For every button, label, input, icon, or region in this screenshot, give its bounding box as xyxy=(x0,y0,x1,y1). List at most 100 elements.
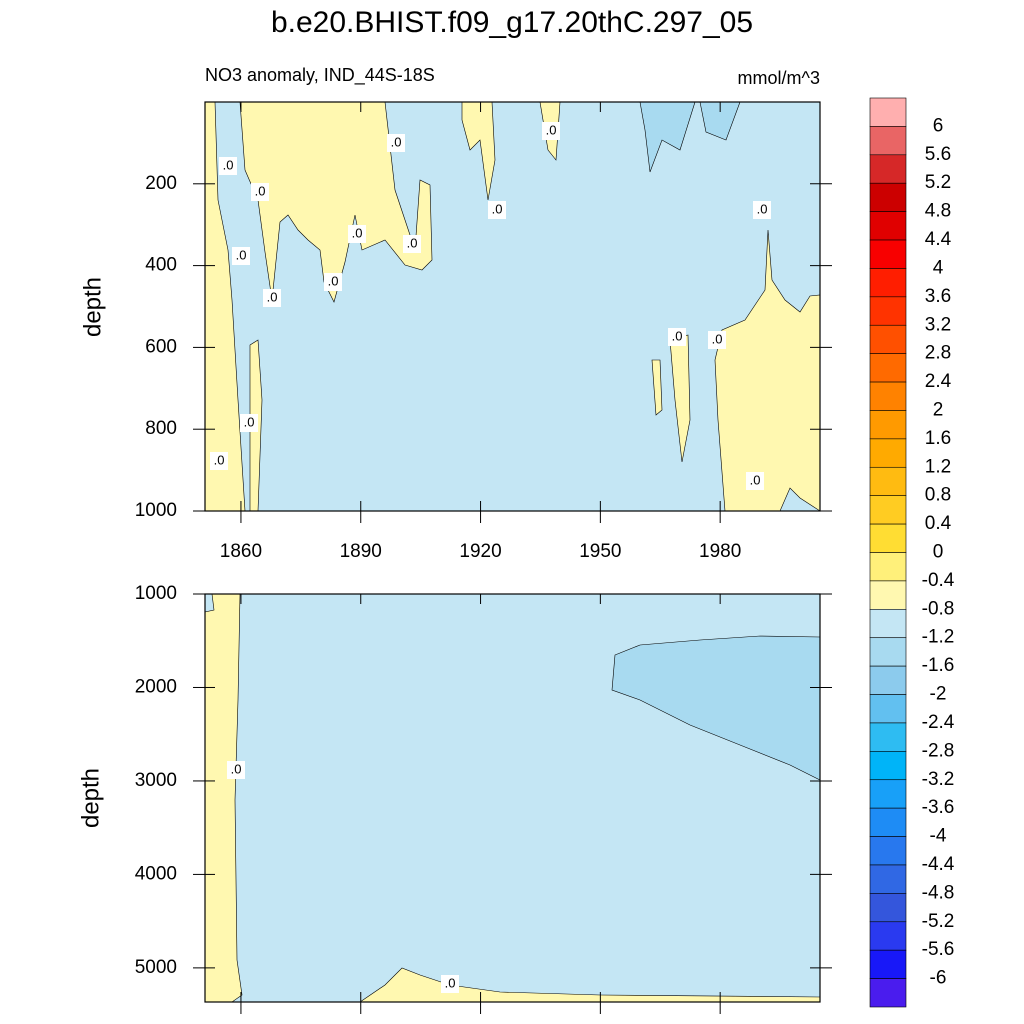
colorbar-label: -2 xyxy=(930,684,947,705)
colorbar-label: -4.8 xyxy=(922,882,955,903)
colorbar-box xyxy=(869,268,907,298)
colorbar-box xyxy=(869,637,907,667)
colorbar-label: 1.6 xyxy=(925,428,951,449)
contour-label: .0 xyxy=(391,134,402,149)
x-tick-label: 1920 xyxy=(459,541,501,562)
colorbar-box xyxy=(869,836,907,866)
colorbar-label: 6 xyxy=(933,115,944,136)
colorbar-label: 3.2 xyxy=(925,314,951,335)
y-tick-label: 200 xyxy=(145,173,177,194)
y-tick-label: 800 xyxy=(145,418,177,439)
bottom-panel xyxy=(204,593,821,1003)
y-tick-label: 400 xyxy=(145,255,177,276)
colorbar-label: -0.8 xyxy=(922,598,955,619)
contour-label-bg xyxy=(488,201,506,219)
colorbar-label: 3.6 xyxy=(925,286,951,307)
y-tick-label: 600 xyxy=(145,336,177,357)
colorbar-box xyxy=(869,324,907,354)
contour-label-bg xyxy=(227,761,245,779)
colorbar-label: 2.8 xyxy=(925,343,951,364)
contour-label-bg xyxy=(708,331,726,349)
y-tick-label: 5000 xyxy=(135,957,177,978)
contour-label-bg xyxy=(542,122,560,140)
contour-label-bg xyxy=(441,975,459,993)
contour-fill xyxy=(461,101,496,201)
contour-label-bg xyxy=(240,414,258,432)
contour-label: .0 xyxy=(236,247,247,262)
contour-label-bg xyxy=(263,289,281,307)
colorbar-box xyxy=(869,779,907,809)
contour-label: .0 xyxy=(712,331,723,346)
colorbar-label: 1.2 xyxy=(925,456,951,477)
colorbar-label: -2.8 xyxy=(922,740,955,761)
colorbar-box xyxy=(869,665,907,695)
y-tick-label: 2000 xyxy=(135,676,177,697)
colorbar-box xyxy=(869,381,907,411)
colorbar-box xyxy=(869,239,907,269)
colorbar-label: 0.8 xyxy=(925,485,951,506)
contour-label-bg xyxy=(210,452,228,470)
colorbar-label: 5.2 xyxy=(925,172,951,193)
contour-label-bg xyxy=(219,157,237,175)
contour-label: .0 xyxy=(214,452,225,467)
colorbar-box xyxy=(869,182,907,212)
colorbar-box xyxy=(869,807,907,837)
colorbar-label: -3.6 xyxy=(922,797,955,818)
contour-label: .0 xyxy=(546,122,557,137)
contour-label: .0 xyxy=(445,975,456,990)
contour-label: .0 xyxy=(223,157,234,172)
colorbar-label: 2 xyxy=(933,399,944,420)
colorbar-box xyxy=(869,410,907,440)
contour-fill xyxy=(204,593,243,1003)
y-tick-label: 1000 xyxy=(135,583,177,604)
plot-frame xyxy=(204,101,821,512)
colorbar-box xyxy=(869,353,907,383)
colorbar-label: -4 xyxy=(930,826,947,847)
colorbar-label: -5.2 xyxy=(922,911,955,932)
contour-label-bg xyxy=(324,273,342,291)
x-tick-label: 1950 xyxy=(579,541,621,562)
colorbar-box xyxy=(869,609,907,639)
colorbar-label: -6 xyxy=(930,968,947,989)
colorbar-box xyxy=(869,126,907,156)
contour-label-bg xyxy=(348,225,366,243)
colorbar-box xyxy=(869,949,907,979)
colorbar-box xyxy=(869,893,907,923)
colorbar: 6 5.6 5.2 4.8 4.4 4 3.6 3.2 2.8 2.4 2 1.6 1.2 0.8 0.4 0… xyxy=(869,97,955,1008)
y-tick-label: 3000 xyxy=(135,770,177,791)
contour-label-bg xyxy=(403,235,421,253)
colorbar-box xyxy=(869,296,907,326)
contour-fill xyxy=(651,359,663,416)
contour-fill xyxy=(611,635,821,781)
colorbar-label: 0.4 xyxy=(925,513,952,534)
colorbar-label: 4.8 xyxy=(925,201,951,222)
colorbar-box xyxy=(869,211,907,241)
colorbar-box xyxy=(869,722,907,752)
colorbar-box xyxy=(869,552,907,582)
colorbar-box xyxy=(869,154,907,184)
colorbar-label: -3.2 xyxy=(922,769,955,790)
x-tick-label: 1890 xyxy=(340,541,382,562)
y-tick-label: 1000 xyxy=(135,500,177,521)
colorbar-box xyxy=(869,97,907,127)
colorbar-label: -1.6 xyxy=(922,655,955,676)
colorbar-label: -4.4 xyxy=(922,854,955,875)
colorbar-label: 2.4 xyxy=(925,371,952,392)
x-tick-label: 1860 xyxy=(220,541,262,562)
contour-label: .0 xyxy=(231,761,242,776)
y-axis-label: depth xyxy=(79,277,106,337)
plot-frame xyxy=(204,593,821,1003)
contour-label: .0 xyxy=(407,235,418,250)
colorbar-box xyxy=(869,864,907,894)
contour-label-bg xyxy=(251,183,269,201)
top-panel xyxy=(204,101,821,512)
colorbar-box xyxy=(869,438,907,468)
units: mmol/m^3 xyxy=(738,68,820,88)
colorbar-box xyxy=(869,580,907,610)
colorbar-box xyxy=(869,466,907,496)
colorbar-box xyxy=(869,751,907,781)
contour-label-bg xyxy=(232,247,250,265)
colorbar-label: -1.2 xyxy=(922,627,955,648)
colorbar-box xyxy=(869,921,907,951)
